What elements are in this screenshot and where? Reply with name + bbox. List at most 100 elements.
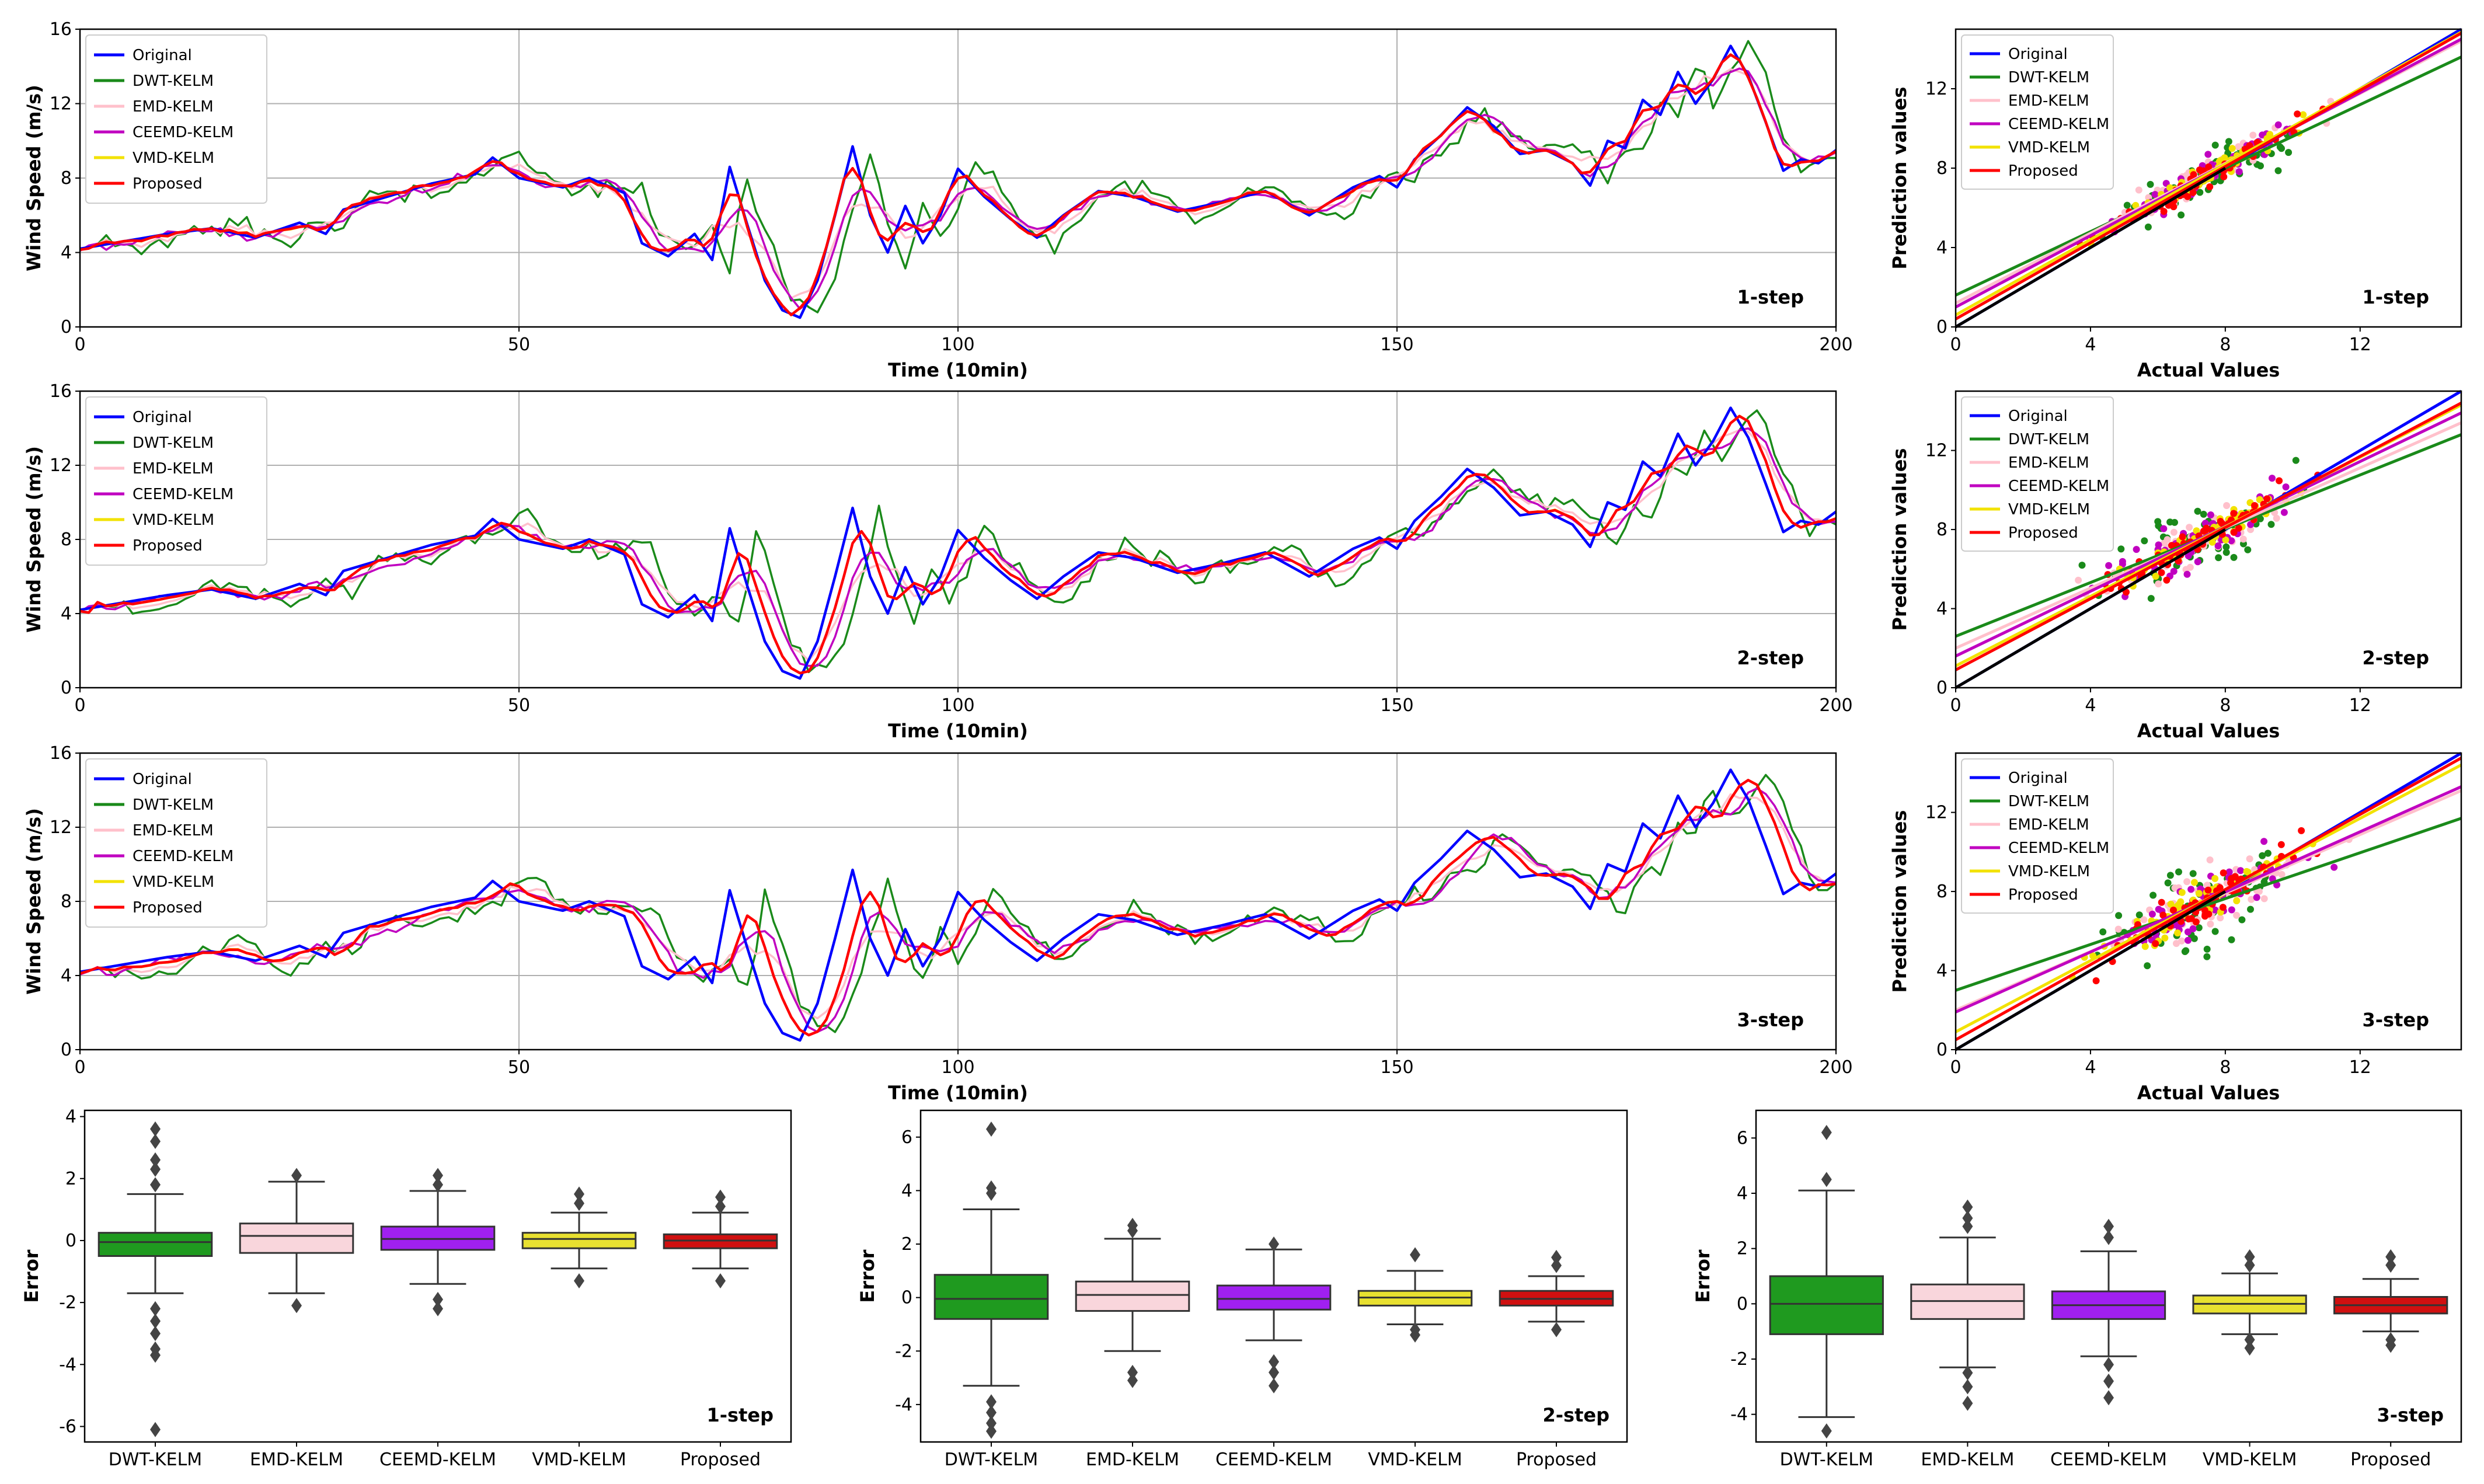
y-tick-label: 4 <box>1936 961 1948 981</box>
series-line-proposed <box>79 414 1837 675</box>
scatter-point-emd-kelm <box>2173 940 2180 947</box>
y-axis-label: Wind Speed (m/s) <box>23 808 45 995</box>
scatter-point-emd-kelm <box>2170 528 2178 536</box>
outlier-marker <box>2103 1390 2114 1406</box>
scatter-point-proposed <box>2158 898 2165 906</box>
x-tick-label: 12 <box>2349 695 2371 716</box>
scatter-point-dwt-kelm <box>2189 870 2197 877</box>
box-ceemd-kelm <box>1216 1236 1332 1394</box>
axes-frame <box>1955 28 2462 328</box>
box-iqr <box>97 1232 213 1257</box>
outlier-marker <box>150 1121 161 1137</box>
scatter-point-proposed <box>2298 827 2305 834</box>
scatter-point-vmd-kelm <box>2166 184 2173 191</box>
series-line-ceemd-kelm <box>79 787 1837 1033</box>
y-tick-label: 8 <box>61 891 72 912</box>
scatter-point-proposed <box>2201 907 2208 914</box>
legend-label: DWT-KELM <box>2008 431 2089 448</box>
outlier-marker <box>1821 1172 1832 1187</box>
scatter-point-proposed <box>2277 841 2285 848</box>
scatter-point-dwt-kelm <box>2144 962 2151 970</box>
scatter-point-ceemd-kelm <box>2211 906 2219 914</box>
scatter-point-ceemd-kelm <box>2148 910 2156 918</box>
scatter-point-proposed <box>2158 569 2165 576</box>
scatter-point-proposed <box>2163 576 2171 584</box>
legend-entry: Proposed <box>1970 162 2078 180</box>
step-label: 3-step <box>2363 1009 2430 1031</box>
scatter-point-proposed <box>2204 886 2212 894</box>
y-tick-label: 4 <box>1936 599 1948 619</box>
legend-entry: VMD-KELM <box>94 149 214 167</box>
series-line-proposed <box>79 53 1837 316</box>
x-tick-label: 8 <box>2220 335 2231 355</box>
scatter-panel-1: 0 4 8 12 0 4 8 12 1-step Actual Values Prediction … <box>1889 27 2462 381</box>
step-label: 2-step <box>1543 1404 1610 1426</box>
legend-entry: VMD-KELM <box>1970 139 2090 156</box>
outlier-marker <box>715 1273 726 1288</box>
outlier-marker <box>574 1196 584 1211</box>
scatter-point-dwt-kelm <box>2244 546 2252 553</box>
outlier-marker <box>986 1415 997 1431</box>
scatter-point-emd-kelm <box>2247 526 2255 534</box>
scatter-point-ceemd-kelm <box>2282 483 2290 491</box>
scatter-point-ceemd-kelm <box>2189 925 2197 932</box>
box-vmd-kelm <box>1357 1247 1473 1343</box>
scatter-point-proposed <box>2179 533 2186 541</box>
scatter-point-vmd-kelm <box>2266 131 2274 138</box>
y-tick-label: -2 <box>59 1293 76 1313</box>
box-ceemd-kelm <box>2051 1218 2166 1406</box>
legend-box <box>85 758 267 928</box>
legend-entry: DWT-KELM <box>1970 793 2089 810</box>
x-tick-label: 8 <box>2220 695 2231 716</box>
fit-line-proposed <box>1955 402 2462 671</box>
legend-entry: Original <box>94 409 192 426</box>
x-axis-label: Actual Values <box>2137 720 2280 742</box>
scatter-panel-2: 0 4 8 12 0 4 8 12 2-step Actual Values Prediction … <box>1889 389 2462 742</box>
scatter-point-ceemd-kelm <box>2187 886 2195 893</box>
box-proposed <box>1499 1249 1614 1337</box>
outlier-marker <box>150 1152 161 1168</box>
x-tick-label: 0 <box>74 695 85 716</box>
x-tick-label: 50 <box>508 695 530 716</box>
x-tick-label: 50 <box>508 1057 530 1078</box>
y-tick-label: 4 <box>1737 1183 1748 1204</box>
legend-label: Proposed <box>133 175 203 193</box>
axes-frame <box>1955 752 2462 1051</box>
scatter-point-proposed <box>2219 904 2227 911</box>
y-tick-label: 12 <box>1925 803 1948 823</box>
scatter-point-proposed <box>2276 477 2283 485</box>
scatter-point-emd-kelm <box>2140 916 2148 924</box>
scatter-point-dwt-kelm <box>2147 595 2155 602</box>
scatter-point-vmd-kelm <box>2300 111 2307 119</box>
scatter-point-ceemd-kelm <box>2274 121 2282 128</box>
scatter-point-dwt-kelm <box>2099 928 2107 936</box>
timeseries-panel-1: 0 50 100 150 200 0 4 8 12 16 1-step Time (10min) Win… <box>23 19 1853 381</box>
scatter-point-dwt-kelm <box>2267 521 2275 528</box>
outlier-marker <box>2103 1357 2114 1372</box>
boxplot-panel-1: DWT-KELM EMD-KELM CEEMD-KELM VMD-KELM Propos… <box>20 1107 792 1470</box>
box-iqr <box>933 1274 1049 1320</box>
outlier-marker <box>2244 1340 2255 1356</box>
x-tick-label: Proposed <box>680 1450 761 1470</box>
legend-entry: DWT-KELM <box>1970 431 2089 448</box>
outlier-marker <box>1962 1365 1973 1381</box>
ideal-fit-line <box>1955 890 2227 1051</box>
outlier-marker <box>1269 1364 1279 1380</box>
legend-label: Proposed <box>133 899 203 917</box>
scatter-point-dwt-kelm <box>2215 554 2222 562</box>
fit-line-dwt-kelm <box>1955 817 2462 992</box>
legend-label: Original <box>2008 407 2068 425</box>
scatter-point-emd-kelm <box>2235 143 2242 151</box>
y-axis-label: Error <box>1692 1249 1714 1302</box>
scatter-point-proposed <box>2220 173 2228 180</box>
legend-entry: Proposed <box>94 175 203 193</box>
legend-label: CEEMD-KELM <box>133 124 234 141</box>
box-dwt-kelm <box>97 1121 213 1437</box>
scatter-point-ceemd-kelm <box>2194 558 2201 566</box>
scatter-point-emd-kelm <box>2233 911 2241 919</box>
legend-label: CEEMD-KELM <box>2008 478 2109 495</box>
outlier-marker <box>715 1199 726 1214</box>
x-tick-label: EMD-KELM <box>1086 1450 1179 1470</box>
legend-label: DWT-KELM <box>2008 793 2089 810</box>
x-tick-label: EMD-KELM <box>250 1450 343 1470</box>
